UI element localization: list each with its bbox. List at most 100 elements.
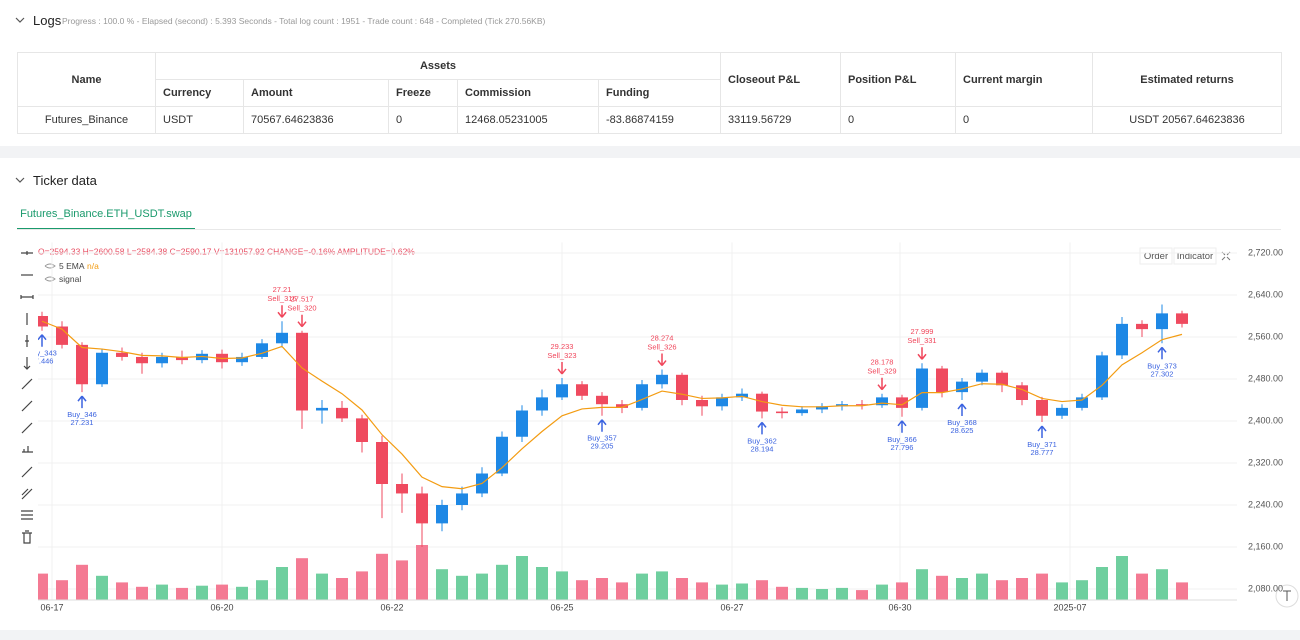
candle-body — [616, 404, 628, 408]
volume-bar — [1136, 573, 1148, 600]
y-tick-label: 2,560.00 — [1248, 331, 1283, 341]
volume-bar — [456, 575, 468, 600]
candle-body — [96, 352, 108, 385]
candle-body — [1116, 323, 1128, 356]
buy-arrow — [957, 403, 967, 416]
ticker-title: Ticker data — [33, 173, 97, 188]
candle-body — [376, 442, 388, 484]
volume-bar — [936, 575, 948, 600]
subheader-cell: Amount — [244, 80, 389, 107]
candle-body — [856, 404, 868, 406]
collapse-icon[interactable] — [15, 15, 25, 25]
sell-arrow — [657, 353, 667, 367]
volume-bar — [96, 575, 108, 600]
volume-bar — [976, 573, 988, 600]
collapse-icon[interactable] — [15, 175, 25, 185]
signal-name: Sell_316 — [267, 294, 296, 303]
y-tick-label: 2,480.00 — [1248, 373, 1283, 383]
signal-name: Buy_346 — [67, 410, 97, 419]
tool-icon[interactable] — [21, 466, 33, 478]
signal-name: Buy_366 — [887, 435, 917, 444]
tool-icon[interactable] — [21, 510, 33, 520]
volume-bar — [76, 564, 88, 600]
table-cell: USDT — [156, 107, 244, 134]
sell-arrow — [297, 314, 307, 328]
tool-icon[interactable] — [23, 357, 31, 370]
tool-icon[interactable] — [25, 335, 29, 347]
volume-bar — [1156, 569, 1168, 600]
tool-icon[interactable] — [22, 530, 32, 544]
volume-bar — [1116, 556, 1128, 600]
header-cell: Assets — [156, 53, 721, 80]
x-tick-label: 06-30 — [888, 602, 911, 612]
y-tick-label: 2,240.00 — [1248, 499, 1283, 509]
eye-icon[interactable] — [44, 276, 56, 282]
candle-body — [436, 505, 448, 524]
candle-body — [556, 384, 568, 398]
tool-icon[interactable] — [21, 422, 33, 434]
volume-bar — [596, 578, 608, 600]
candle-body — [276, 332, 288, 344]
header-cell: Name — [18, 53, 156, 107]
candle-body — [156, 356, 168, 364]
volume-bar — [196, 585, 208, 600]
candle-body — [136, 356, 148, 364]
scroll-icon[interactable] — [1283, 590, 1291, 601]
candle-body — [1036, 400, 1048, 416]
table-cell: 0 — [841, 107, 956, 134]
candle-body — [796, 409, 808, 414]
volume-bar — [616, 582, 628, 600]
tool-icon[interactable] — [21, 488, 33, 500]
indicator-button[interactable] — [1173, 247, 1217, 265]
tool-icon[interactable] — [21, 251, 33, 255]
y-tick-label: 2,320.00 — [1248, 457, 1283, 467]
order-button-label[interactable]: Order — [1144, 251, 1168, 262]
volume-bar — [356, 571, 368, 600]
signal-amount: 27.302 — [1151, 369, 1174, 378]
candle-body — [456, 493, 468, 505]
tool-icon[interactable] — [20, 295, 34, 299]
volume-bar — [376, 553, 388, 600]
signal-amount: 27.517 — [291, 295, 314, 304]
volume-bar — [176, 587, 188, 600]
eye-icon[interactable] — [44, 263, 56, 269]
candle-body — [536, 397, 548, 411]
candle-body — [736, 393, 748, 398]
volume-bar — [716, 584, 728, 600]
y-tick-label: 2,400.00 — [1248, 415, 1283, 425]
tool-icon[interactable] — [21, 378, 33, 390]
tool-icon[interactable] — [22, 446, 33, 453]
candle-body — [716, 397, 728, 407]
header-cell: Position P&L — [841, 53, 956, 107]
volume-bar — [876, 584, 888, 600]
order-button[interactable] — [1139, 247, 1173, 265]
volume-bar — [516, 556, 528, 600]
tool-icon[interactable] — [21, 400, 33, 412]
signal-name: Buy_362 — [747, 436, 777, 445]
y-tick-label: 2,640.00 — [1248, 289, 1283, 299]
volume-bar — [1096, 567, 1108, 600]
volume-bar — [276, 567, 288, 600]
y-tick-label: 2,720.00 — [1248, 247, 1283, 257]
indicator-button-label[interactable]: Indicator — [1177, 251, 1213, 262]
table-cell: 33119.56729 — [721, 107, 841, 134]
sell-arrow — [557, 361, 567, 375]
volume-bar — [56, 580, 68, 600]
volume-bar — [536, 567, 548, 600]
volume-bar — [416, 545, 428, 600]
signal-amount: 28.625 — [951, 426, 974, 435]
volume-bar — [38, 573, 48, 600]
candle-body — [1176, 313, 1188, 324]
volume-bar — [676, 578, 688, 600]
subheader-cell: Commission — [458, 80, 599, 107]
candle-body — [676, 374, 688, 400]
signal-name: Buy_371 — [1027, 440, 1057, 449]
candle-body — [576, 384, 588, 396]
signal-name: Sell_331 — [907, 336, 936, 345]
candle-body — [236, 356, 248, 363]
x-tick-label: 06-25 — [550, 602, 573, 612]
signal-amount: 28.777 — [1031, 448, 1054, 457]
candle-body — [176, 356, 188, 361]
volume-bar — [396, 560, 408, 600]
candle-body — [1156, 313, 1168, 330]
